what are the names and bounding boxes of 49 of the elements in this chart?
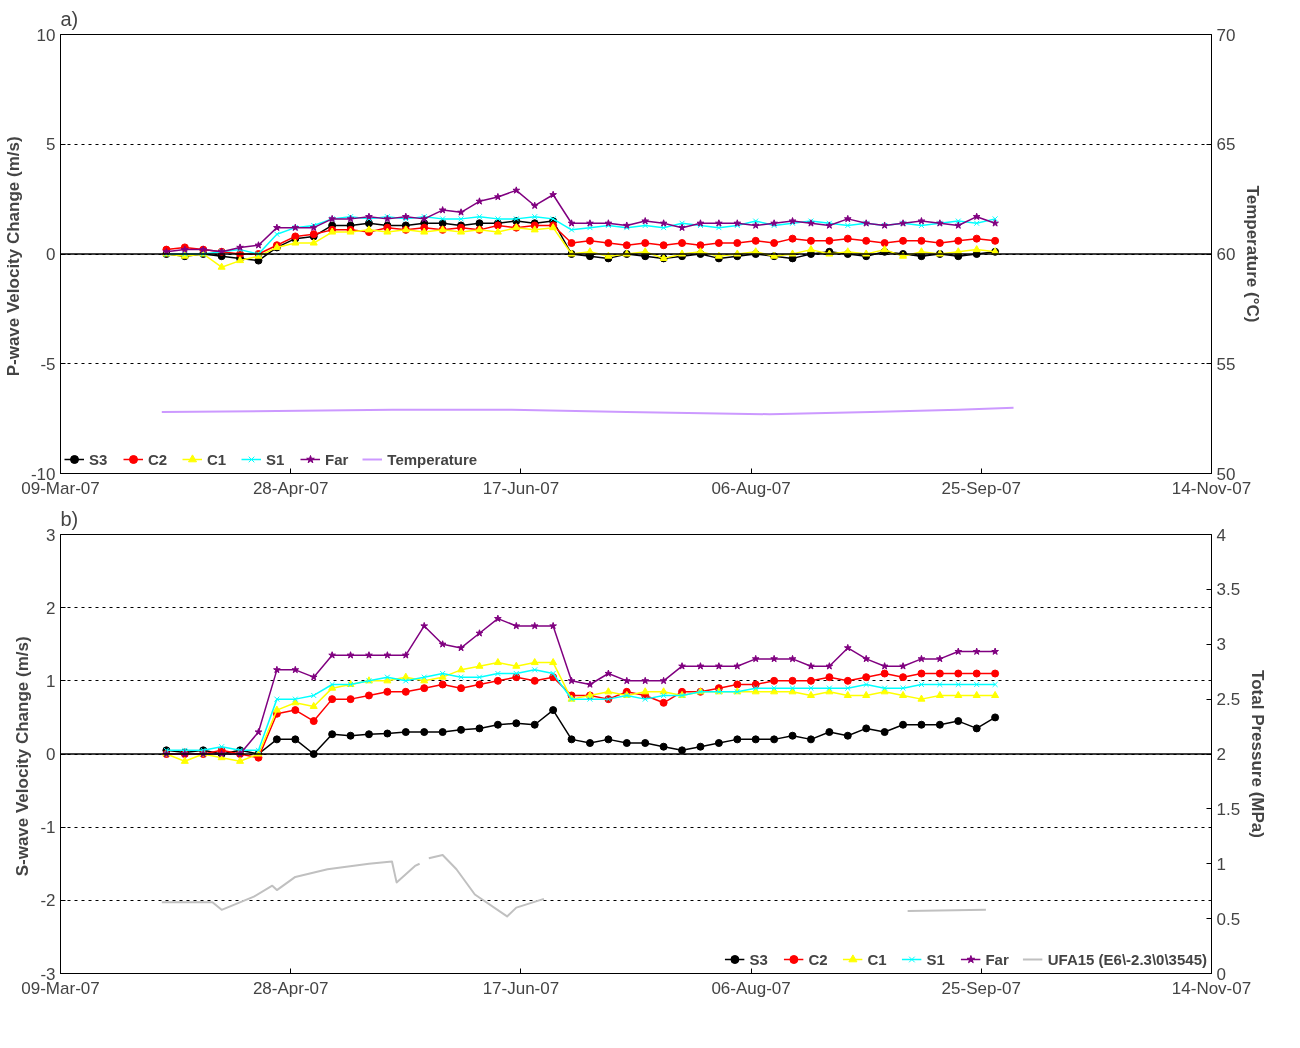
- y2-tick-label: 1.5: [1216, 799, 1241, 819]
- y-tick-label: 2: [46, 598, 56, 618]
- x-tick-label: 28-Apr-07: [252, 978, 329, 998]
- y-tick-label: 10: [36, 25, 56, 45]
- y2-axis-title: Total Pressure (MPa): [1248, 670, 1268, 838]
- legend-label: C1: [207, 450, 227, 468]
- x-tick-label: 25-Sep-07: [941, 478, 1021, 498]
- x-tick-label: 28-Apr-07: [252, 478, 329, 498]
- y2-tick-label: 1: [1216, 854, 1226, 874]
- chart-title: a): [60, 7, 79, 30]
- y-tick-label: 0: [46, 745, 56, 764]
- y2-tick-label: 0.5: [1216, 909, 1241, 929]
- y-tick-label: -1: [40, 818, 56, 838]
- y2-tick-label: 4: [1216, 525, 1226, 545]
- y-tick-label: -5: [40, 354, 56, 374]
- x-tick-label: 06-Aug-07: [711, 478, 791, 498]
- legend-label: Far: [985, 950, 1009, 968]
- x-tick-label: 17-Jun-07: [482, 478, 560, 498]
- chart-title: b): [60, 507, 79, 530]
- x-tick-label: 25-Sep-07: [941, 978, 1021, 998]
- legend-label: Temperature: [387, 450, 478, 468]
- y2-tick-label: 55: [1216, 354, 1236, 374]
- legend-label: S1: [926, 950, 946, 968]
- y2-tick-label: 2.5: [1216, 690, 1241, 710]
- x-tick-label: 06-Aug-07: [711, 978, 791, 998]
- y-axis-title: S-wave Velocity Change (m/s): [13, 636, 33, 877]
- legend-label: S3: [749, 950, 769, 968]
- y2-tick-label: 3.5: [1216, 580, 1241, 600]
- legend-label: S3: [89, 450, 109, 468]
- legend-label: C2: [148, 450, 168, 468]
- x-tick-label: 17-Jun-07: [482, 978, 560, 998]
- y2-tick-label: 70: [1216, 25, 1236, 45]
- y-tick-label: 1: [46, 671, 56, 691]
- legend-label: C2: [808, 950, 829, 968]
- y2-tick-label: 60: [1216, 245, 1236, 264]
- y2-tick-label: 65: [1216, 135, 1236, 155]
- y2-tick-label: 3: [1216, 635, 1226, 655]
- y-tick-label: 5: [46, 135, 56, 155]
- y-axis-title: P-wave Velocity Change (m/s): [3, 136, 23, 377]
- y2-tick-label: 2: [1216, 745, 1226, 764]
- legend-label: UFA15 (E6\-2.3\0\3545): [1047, 950, 1207, 968]
- legend-label: C1: [867, 950, 888, 968]
- legend-label: Far: [325, 450, 349, 468]
- legend-label: S1: [266, 450, 286, 468]
- y2-tick-label: 0: [1216, 964, 1226, 984]
- y-tick-label: 0: [46, 245, 56, 264]
- y-tick-label: -2: [40, 891, 56, 911]
- y2-axis-title: Temperature (°C): [1243, 185, 1263, 323]
- y-tick-label: 3: [46, 525, 56, 545]
